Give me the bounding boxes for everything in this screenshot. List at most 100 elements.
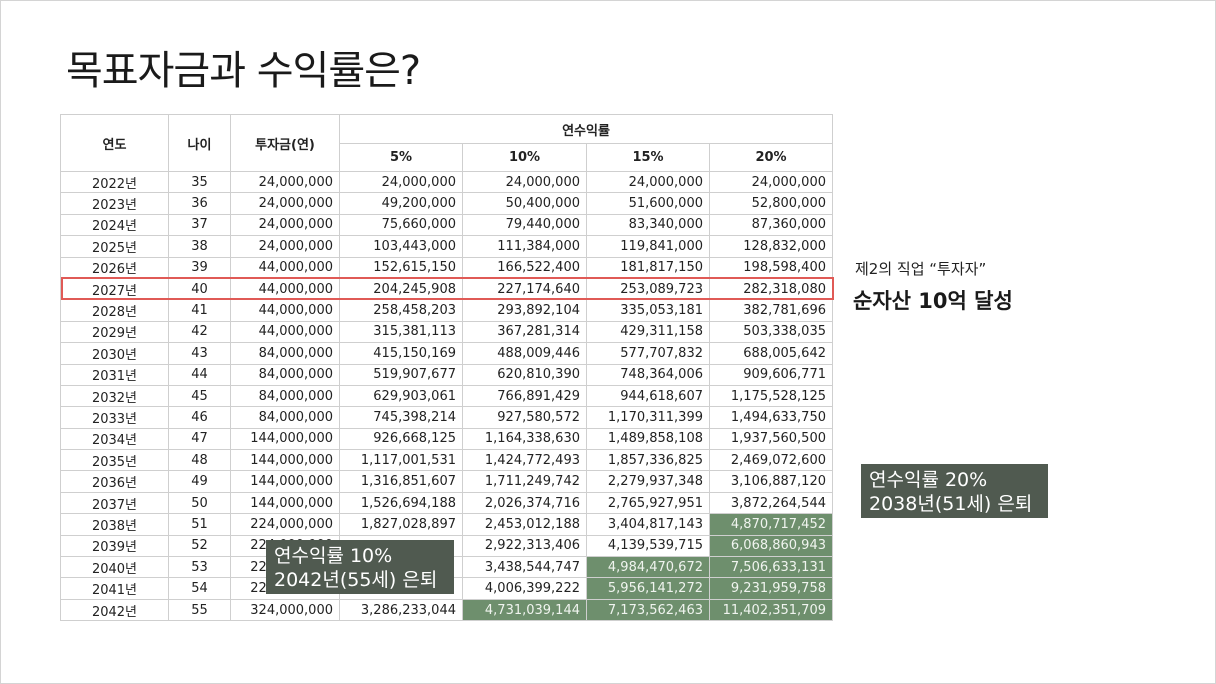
value-5-cell: 49,200,000 [339, 192, 463, 215]
milestone-headline: 순자산 10억 달성 [853, 289, 1013, 313]
value-10-cell: 227,174,640 [462, 277, 587, 301]
value-5-cell: 24,000,000 [339, 170, 463, 194]
table-row: 2035년 48 144,000,000 1,117,001,531 1,424,772… [60, 449, 833, 472]
table-row: 2033년 46 84,000,000 745,398,214 927,580,572 1… [60, 406, 833, 429]
year-cell: 2036년 [60, 470, 169, 493]
table-row: 2037년 50 144,000,000 1,526,694,188 2,026,374… [60, 491, 833, 515]
year-cell: 2034년 [60, 427, 169, 451]
age-cell: 37 [168, 213, 231, 237]
value-5-cell: 1,117,001,531 [339, 449, 463, 472]
table-row: 2028년 41 44,000,000 258,458,203 293,892,104 3… [60, 299, 833, 322]
value-10-cell: 766,891,429 [462, 384, 587, 408]
header-annual-return: 연수익률 [339, 114, 833, 144]
header-investment: 투자금(연) [230, 114, 340, 172]
investment-cell: 84,000,000 [230, 406, 340, 429]
value-15-cell: 3,404,817,143 [586, 513, 710, 536]
header-rate-10: 10% [462, 143, 587, 172]
value-10-cell: 4,731,039,144 [462, 598, 587, 622]
value-15-cell: 335,053,181 [586, 299, 710, 322]
value-15-cell: 748,364,006 [586, 363, 710, 386]
year-cell: 2024년 [60, 213, 169, 237]
value-5-cell: 519,907,677 [339, 363, 463, 386]
value-5-cell: 103,443,000 [339, 235, 463, 258]
investment-cell: 144,000,000 [230, 449, 340, 472]
age-cell: 49 [168, 470, 231, 493]
table-row: 2023년 36 24,000,000 49,200,000 50,400,000 51,… [60, 192, 833, 215]
header-rate-15: 15% [586, 143, 710, 172]
value-10-cell: 166,522,400 [462, 256, 587, 279]
value-15-cell: 7,173,562,463 [586, 598, 710, 622]
callout-10-percent: 연수익률 10% 2042년(55세) 은퇴 [266, 540, 454, 594]
value-20-cell: 1,175,528,125 [709, 384, 833, 408]
year-cell: 2042년 [60, 598, 169, 622]
value-20-cell: 1,494,633,750 [709, 406, 833, 429]
value-15-cell: 4,139,539,715 [586, 534, 710, 558]
year-cell: 2033년 [60, 406, 169, 429]
value-20-cell: 9,231,959,758 [709, 577, 833, 600]
investment-cell: 324,000,000 [230, 598, 340, 622]
age-cell: 38 [168, 235, 231, 258]
value-10-cell: 367,281,314 [462, 320, 587, 344]
table-row: 2042년 55 324,000,000 3,286,233,044 4,731,039… [60, 598, 833, 622]
value-15-cell: 51,600,000 [586, 192, 710, 215]
age-cell: 45 [168, 384, 231, 408]
header-rate-20: 20% [709, 143, 833, 172]
header-year: 연도 [60, 114, 169, 172]
callout-20-line2: 2038년(51세) 은퇴 [869, 493, 1033, 515]
value-5-cell: 315,381,113 [339, 320, 463, 344]
value-5-cell: 1,526,694,188 [339, 491, 463, 515]
age-cell: 55 [168, 598, 231, 622]
investment-cell: 144,000,000 [230, 427, 340, 451]
age-cell: 50 [168, 491, 231, 515]
value-20-cell: 3,106,887,120 [709, 470, 833, 493]
age-cell: 54 [168, 577, 231, 600]
investment-cell: 24,000,000 [230, 170, 340, 194]
investment-cell: 84,000,000 [230, 363, 340, 386]
age-cell: 35 [168, 170, 231, 194]
value-20-cell: 128,832,000 [709, 235, 833, 258]
value-20-cell: 6,068,860,943 [709, 534, 833, 558]
year-cell: 2040년 [60, 556, 169, 579]
age-cell: 51 [168, 513, 231, 536]
value-20-cell: 503,338,035 [709, 320, 833, 344]
value-10-cell: 1,711,249,742 [462, 470, 587, 493]
table-row: 2022년 35 24,000,000 24,000,000 24,000,000 24,… [60, 170, 833, 194]
year-cell: 2023년 [60, 192, 169, 215]
value-20-cell: 688,005,642 [709, 342, 833, 365]
age-cell: 36 [168, 192, 231, 215]
value-10-cell: 111,384,000 [462, 235, 587, 258]
table-row: 2034년 47 144,000,000 926,668,125 1,164,338,6… [60, 427, 833, 451]
value-10-cell: 4,006,399,222 [462, 577, 587, 600]
year-cell: 2022년 [60, 170, 169, 194]
value-20-cell: 2,469,072,600 [709, 449, 833, 472]
milestone-row-highlight [61, 277, 834, 300]
value-20-cell: 87,360,000 [709, 213, 833, 237]
investment-cell: 224,000,000 [230, 513, 340, 536]
year-cell: 2026년 [60, 256, 169, 279]
age-cell: 42 [168, 320, 231, 344]
table-row: 2030년 43 84,000,000 415,150,169 488,009,446 5… [60, 342, 833, 365]
investment-cell: 44,000,000 [230, 299, 340, 322]
value-5-cell: 3,286,233,044 [339, 598, 463, 622]
table-row: 2026년 39 44,000,000 152,615,150 166,522,400 1… [60, 256, 833, 279]
table-row: 2025년 38 24,000,000 103,443,000 111,384,000 1… [60, 235, 833, 258]
value-20-cell: 24,000,000 [709, 170, 833, 194]
age-cell: 47 [168, 427, 231, 451]
value-15-cell: 24,000,000 [586, 170, 710, 194]
value-10-cell: 293,892,104 [462, 299, 587, 322]
value-20-cell: 52,800,000 [709, 192, 833, 215]
table-body: 2022년 35 24,000,000 24,000,000 24,000,000 24,… [60, 170, 833, 622]
value-15-cell: 253,089,723 [586, 277, 710, 301]
table-row: 2036년 49 144,000,000 1,316,851,607 1,711,249… [60, 470, 833, 493]
value-10-cell: 2,026,374,716 [462, 491, 587, 515]
value-15-cell: 4,984,470,672 [586, 556, 710, 579]
age-cell: 52 [168, 534, 231, 558]
value-20-cell: 3,872,264,544 [709, 491, 833, 515]
table-row: 2024년 37 24,000,000 75,660,000 79,440,000 83,… [60, 213, 833, 237]
slide-title: 목표자금과 수익률은? [66, 48, 421, 94]
callout-10-line1: 연수익률 10% [274, 545, 393, 567]
year-cell: 2025년 [60, 235, 169, 258]
year-cell: 2038년 [60, 513, 169, 536]
value-5-cell: 1,316,851,607 [339, 470, 463, 493]
value-15-cell: 1,170,311,399 [586, 406, 710, 429]
